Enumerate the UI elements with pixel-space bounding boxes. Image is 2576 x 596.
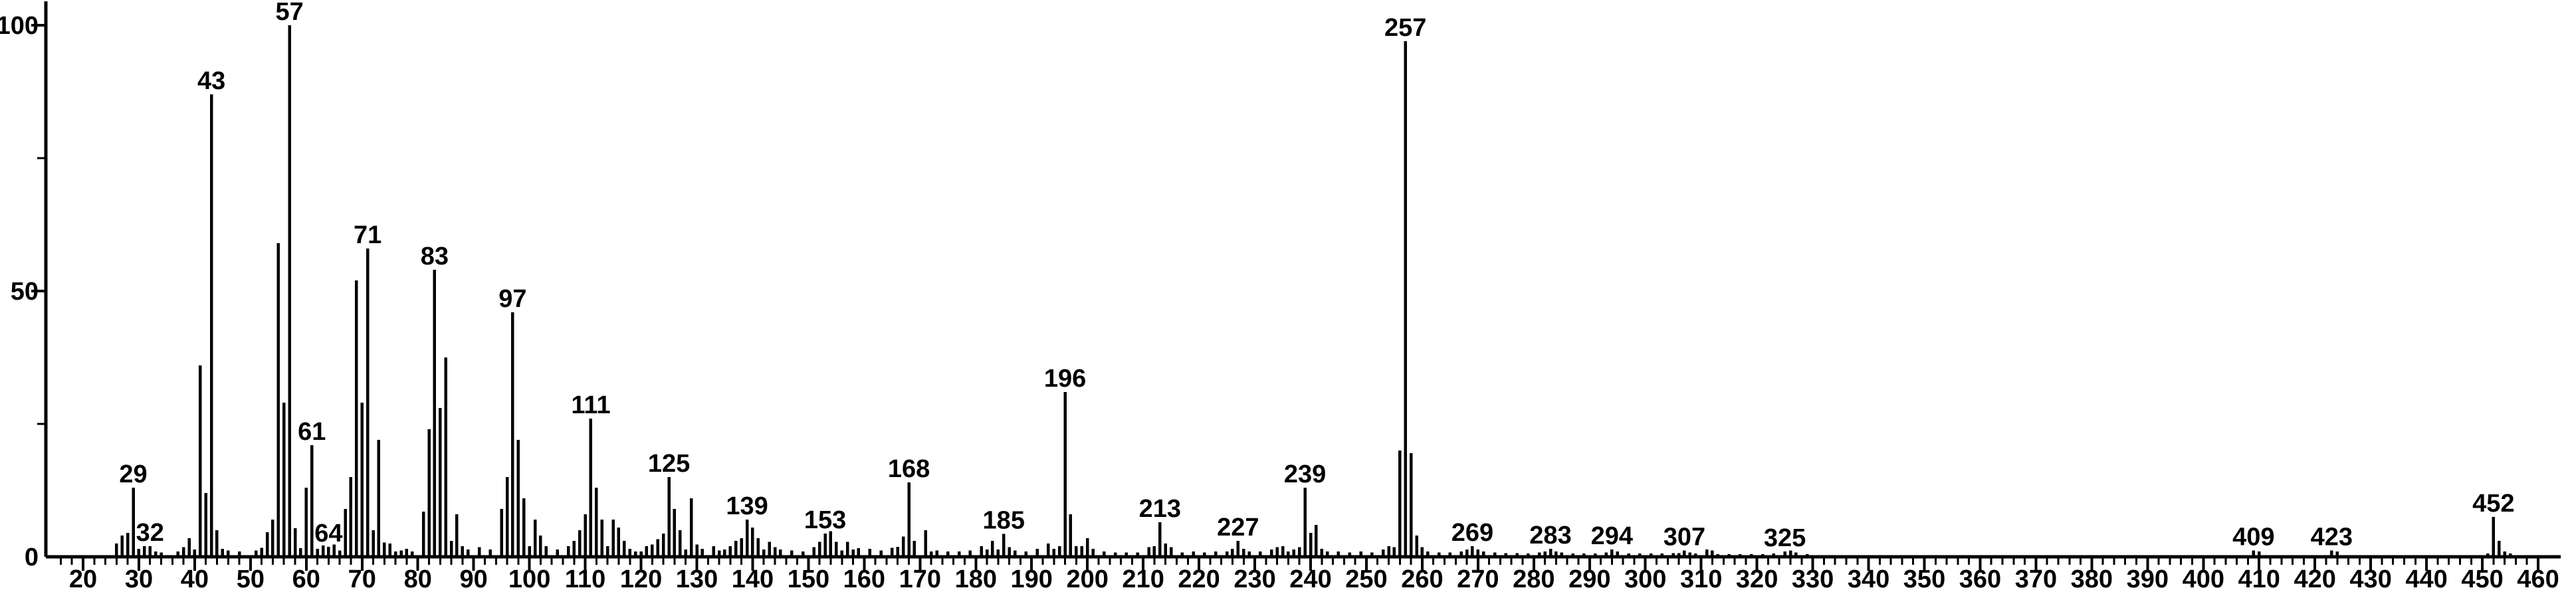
peak-label: 325 <box>1764 524 1806 552</box>
peak-label: 29 <box>119 460 147 488</box>
peak-label: 57 <box>275 0 303 26</box>
peak-label: 64 <box>314 520 342 547</box>
peak-label: 227 <box>1217 514 1259 542</box>
x-tick-label: 290 <box>1568 565 1610 593</box>
x-tick-label: 150 <box>788 565 829 593</box>
x-tick-label: 90 <box>460 565 488 593</box>
peak-label: 43 <box>197 67 225 95</box>
x-tick-label: 50 <box>237 565 265 593</box>
peak-label: 307 <box>1664 523 1705 551</box>
peak-label: 283 <box>1529 522 1571 549</box>
x-tick-label: 110 <box>565 565 605 593</box>
x-tick-label: 230 <box>1234 565 1275 593</box>
peak-label: 168 <box>888 455 930 483</box>
peak-label: 239 <box>1284 460 1326 488</box>
peak-label: 423 <box>2311 523 2353 551</box>
x-tick-label: 440 <box>2405 565 2447 593</box>
x-tick-label: 170 <box>899 565 941 593</box>
x-tick-label: 130 <box>676 565 718 593</box>
x-tick-label: 350 <box>1903 565 1945 593</box>
peak-label: 97 <box>498 285 526 313</box>
x-tick-label: 360 <box>1959 565 2001 593</box>
x-tick-label: 140 <box>732 565 774 593</box>
x-tick-label: 80 <box>404 565 432 593</box>
axes <box>44 1 2561 559</box>
x-tick-label: 450 <box>2461 565 2503 593</box>
y-tick-label: 100 <box>0 12 39 40</box>
axis-ticks <box>31 24 2539 571</box>
x-tick-label: 390 <box>2127 565 2169 593</box>
x-tick-label: 420 <box>2294 565 2335 593</box>
x-tick-label: 320 <box>1736 565 1778 593</box>
peak-label: 409 <box>2232 523 2274 551</box>
x-tick-label: 20 <box>69 565 97 593</box>
x-tick-label: 220 <box>1178 565 1220 593</box>
peak-bars <box>115 25 2512 557</box>
x-tick-label: 190 <box>1011 565 1053 593</box>
x-tick-label: 240 <box>1289 565 1331 593</box>
x-tick-label: 270 <box>1457 565 1499 593</box>
peak-label: 111 <box>571 391 610 419</box>
x-tick-label: 200 <box>1066 565 1108 593</box>
peak-label: 71 <box>354 221 381 249</box>
peak-label: 125 <box>648 450 690 478</box>
x-tick-label: 340 <box>1848 565 1889 593</box>
y-tick-label: 0 <box>25 544 39 571</box>
x-tick-label: 310 <box>1680 565 1722 593</box>
peak-label: 257 <box>1384 14 1426 42</box>
x-tick-label: 380 <box>2071 565 2113 593</box>
peak-label: 196 <box>1044 365 1086 393</box>
x-tick-label: 30 <box>125 565 153 593</box>
x-tick-label: 180 <box>955 565 997 593</box>
x-tick-label: 300 <box>1624 565 1666 593</box>
x-tick-label: 330 <box>1792 565 1834 593</box>
x-tick-label: 430 <box>2349 565 2391 593</box>
peak-label: 213 <box>1139 495 1181 523</box>
x-tick-label: 160 <box>843 565 885 593</box>
x-tick-label: 260 <box>1401 565 1443 593</box>
peak-label: 185 <box>983 507 1025 535</box>
peak-label: 294 <box>1591 522 1633 550</box>
x-tick-label: 410 <box>2238 565 2280 593</box>
x-tick-label: 370 <box>2015 565 2057 593</box>
peak-label: 139 <box>726 492 768 520</box>
peak-label: 269 <box>1451 519 1493 547</box>
peak-label: 452 <box>2472 490 2514 518</box>
x-tick-label: 210 <box>1122 565 1164 593</box>
x-tick-label: 280 <box>1513 565 1555 593</box>
peak-label: 61 <box>298 418 326 446</box>
peak-label: 153 <box>804 506 846 534</box>
y-tick-label: 50 <box>11 278 39 306</box>
x-tick-label: 250 <box>1345 565 1387 593</box>
x-tick-label: 70 <box>348 565 376 593</box>
x-tick-label: 460 <box>2517 565 2559 593</box>
x-tick-label: 40 <box>181 565 209 593</box>
x-tick-label: 120 <box>620 565 662 593</box>
x-tick-label: 100 <box>508 565 550 593</box>
x-tick-label: 60 <box>292 565 320 593</box>
x-tick-label: 400 <box>2183 565 2224 593</box>
peak-label: 32 <box>136 519 164 547</box>
peak-label: 83 <box>421 243 449 270</box>
